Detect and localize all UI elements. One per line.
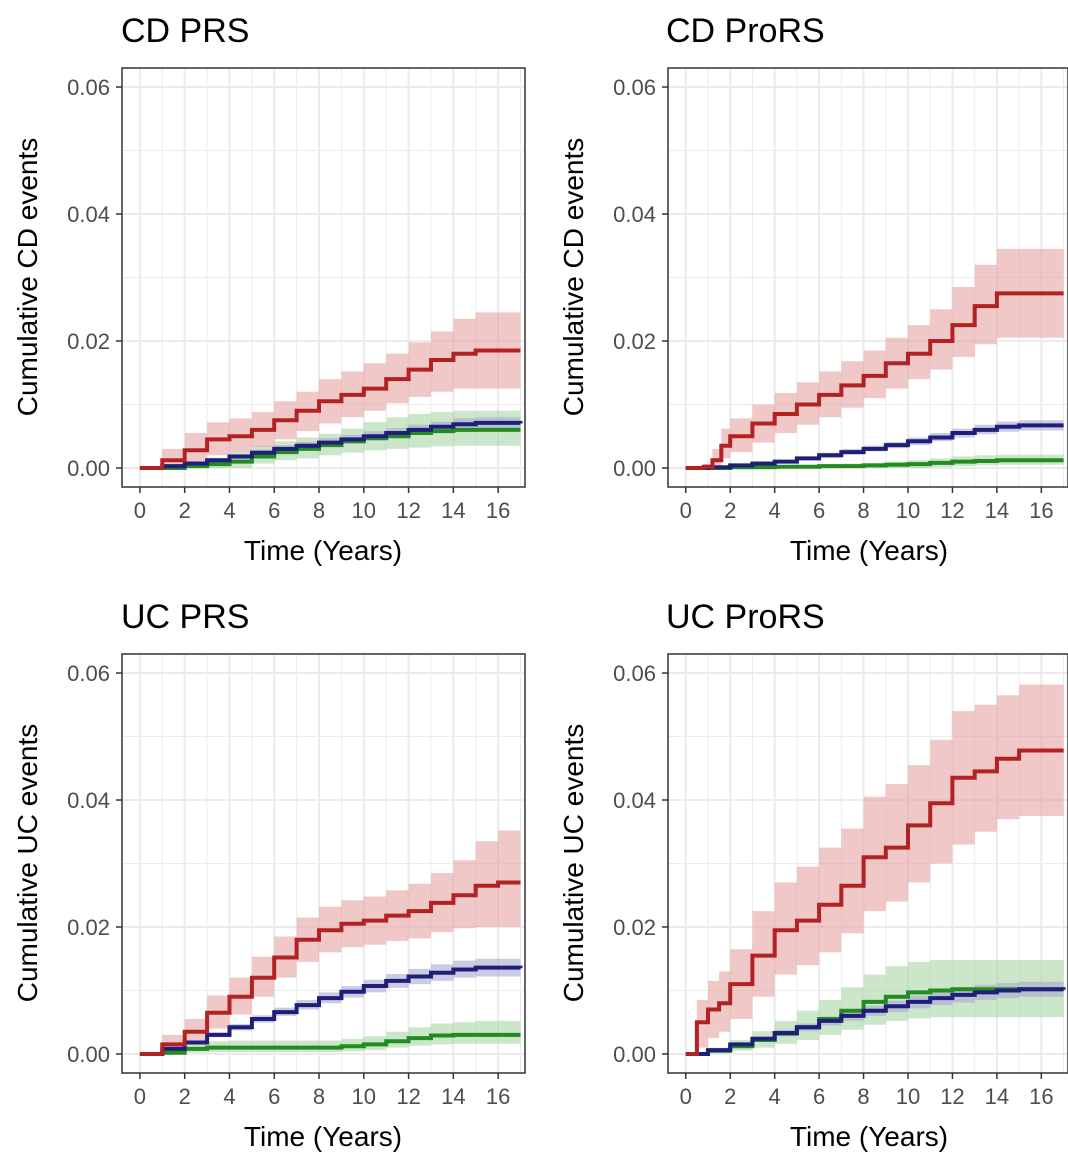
- y-tick-label: 0.00: [67, 456, 110, 481]
- x-tick-label: 16: [1029, 498, 1053, 523]
- x-tick-label: 4: [223, 1084, 235, 1109]
- confidence-band-middle: [139, 958, 521, 1054]
- plot-area: 0 2 4 6 8 10 12 14 16 0.00 0.02 0.04 0.06: [67, 653, 526, 1109]
- series-line-high: [139, 880, 521, 1056]
- x-tick-label: 10: [896, 1084, 920, 1109]
- plot-area: 0 2 4 6 8 10 12 14 16 0.00 0.02 0.04 0.06: [613, 67, 1068, 523]
- y-tick-label: 0.02: [67, 915, 110, 940]
- y-tick-label: 0.04: [67, 788, 110, 813]
- y-tick-label: 0.06: [67, 661, 110, 686]
- panel-title: UC ProRS: [666, 598, 825, 636]
- x-axis-title: Time (Years): [790, 535, 948, 566]
- series-line-middle: [139, 965, 523, 1056]
- x-tick-label: 0: [680, 498, 692, 523]
- y-tick-label: 0.06: [613, 661, 656, 686]
- y-axis-title: Cumulative UC events: [558, 724, 589, 1003]
- x-tick-label: 4: [769, 1084, 781, 1109]
- x-tick-label: 4: [769, 498, 781, 523]
- x-tick-label: 2: [724, 498, 736, 523]
- x-tick-label: 10: [352, 498, 376, 523]
- series-line-middle: [139, 420, 523, 470]
- x-tick-label: 12: [940, 498, 964, 523]
- plot-area: 0 2 4 6 8 10 12 14 16 0.00 0.02 0.04 0.06: [67, 67, 526, 523]
- panel-border: [121, 653, 526, 1074]
- series-line-high: [685, 291, 1064, 470]
- x-tick-label: 6: [268, 1084, 280, 1109]
- x-axis-title: Time (Years): [244, 1121, 402, 1152]
- x-tick-label: 16: [486, 498, 510, 523]
- x-tick-label: 2: [179, 1084, 191, 1109]
- x-tick-label: 0: [134, 498, 146, 523]
- y-tick-label: 0.06: [613, 75, 656, 100]
- x-tick-label: 16: [1029, 1084, 1053, 1109]
- panel-border: [667, 67, 1068, 488]
- panel-title: CD PRS: [121, 12, 249, 50]
- y-tick-label: 0.00: [613, 456, 656, 481]
- x-tick-label: 2: [179, 498, 191, 523]
- panel-border: [667, 653, 1068, 1074]
- y-tick-label: 0.04: [613, 202, 656, 227]
- panel-uc-prs: UC PRS Cumulative UC events Time (Years)…: [12, 598, 526, 1152]
- y-tick-label: 0.04: [613, 788, 656, 813]
- confidence-band-high: [139, 312, 521, 468]
- x-tick-label: 14: [985, 1084, 1009, 1109]
- x-tick-label: 12: [396, 1084, 420, 1109]
- x-tick-label: 2: [724, 1084, 736, 1109]
- y-tick-label: 0.02: [67, 329, 110, 354]
- x-tick-label: 16: [486, 1084, 510, 1109]
- series-line-high: [685, 748, 1064, 1056]
- x-tick-label: 0: [134, 1084, 146, 1109]
- x-tick-label: 6: [813, 498, 825, 523]
- x-tick-label: 14: [985, 498, 1009, 523]
- series-line-middle: [685, 423, 1064, 470]
- x-axis-title: Time (Years): [790, 1121, 948, 1152]
- series-line-low: [685, 458, 1064, 470]
- confidence-band-low: [685, 454, 1064, 468]
- x-tick-label: 12: [396, 498, 420, 523]
- panel-cd-prors: CD ProRS Cumulative CD events Time (Year…: [558, 12, 1068, 566]
- y-tick-label: 0.02: [613, 329, 656, 354]
- x-tick-label: 8: [313, 1084, 325, 1109]
- y-tick-label: 0.06: [67, 75, 110, 100]
- confidence-band-middle: [685, 981, 1064, 1054]
- plot-area: 0 2 4 6 8 10 12 14 16 0.00 0.02 0.04 0.06: [613, 653, 1068, 1109]
- panel-title: CD ProRS: [666, 12, 825, 50]
- y-tick-label: 0.04: [67, 202, 110, 227]
- series-line-middle: [685, 987, 1066, 1056]
- x-tick-label: 8: [857, 498, 869, 523]
- x-tick-label: 14: [441, 1084, 465, 1109]
- x-tick-label: 10: [352, 1084, 376, 1109]
- x-tick-label: 6: [268, 498, 280, 523]
- x-tick-label: 8: [857, 1084, 869, 1109]
- x-tick-label: 14: [441, 498, 465, 523]
- y-axis-title: Cumulative CD events: [12, 138, 43, 417]
- panel-uc-prors: UC ProRS Cumulative UC events Time (Year…: [558, 598, 1068, 1152]
- x-axis-title: Time (Years): [244, 535, 402, 566]
- y-tick-label: 0.02: [613, 915, 656, 940]
- panel-title: UC PRS: [121, 598, 249, 636]
- y-axis-title: Cumulative CD events: [558, 138, 589, 417]
- x-tick-label: 0: [680, 1084, 692, 1109]
- y-tick-label: 0.00: [67, 1042, 110, 1067]
- panel-border: [121, 67, 526, 488]
- y-tick-label: 0.00: [613, 1042, 656, 1067]
- x-tick-label: 10: [896, 498, 920, 523]
- x-tick-label: 4: [223, 498, 235, 523]
- series-line-low: [139, 1032, 521, 1056]
- y-axis-title: Cumulative UC events: [12, 724, 43, 1003]
- x-tick-label: 6: [813, 1084, 825, 1109]
- x-tick-label: 12: [940, 1084, 964, 1109]
- x-tick-label: 8: [313, 498, 325, 523]
- panel-cd-prs: CD PRS Cumulative CD events Time (Years)…: [12, 12, 526, 566]
- series-line-high: [139, 348, 521, 470]
